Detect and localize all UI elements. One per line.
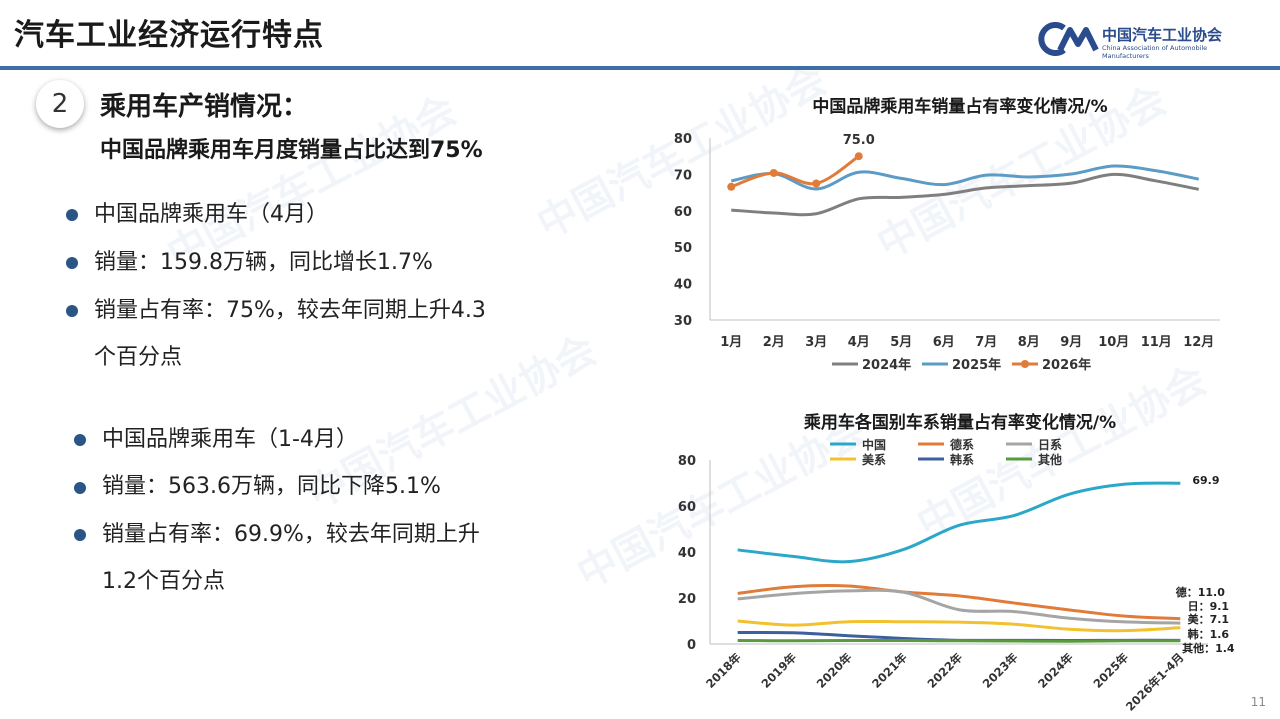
chart2-legend-label: 中国 <box>862 437 886 452</box>
bullet-dot <box>74 482 86 494</box>
chart2-x-tick-label: 2022年 <box>924 650 965 691</box>
chart2-y-tick-label: 20 <box>678 592 696 607</box>
chart2-legend-label: 其他 <box>1038 452 1062 467</box>
bullet-text: 销量占有率：75%，较去年同期上升4.3 <box>94 298 486 323</box>
logo-text-en: China Association of Automobile Manufact… <box>1102 44 1208 60</box>
page-number: 11 <box>1250 695 1266 709</box>
chart2-end-label: 69.9 <box>1192 474 1219 487</box>
header-divider <box>0 66 1280 70</box>
chart2-end-label: 美：7.1 <box>1188 612 1230 626</box>
chart1-y-tick-label: 80 <box>674 132 692 147</box>
chart2-end-label: 日：9.1 <box>1188 600 1230 613</box>
chart2-legend-label: 韩系 <box>950 452 974 467</box>
logo-text-cn: 中国汽车工业协会 <box>1102 26 1223 44</box>
bullet-text: 销量：159.8万辆，同比增长1.7% <box>94 250 433 275</box>
chart1-legend-marker <box>1021 360 1029 368</box>
chart2-series-line <box>737 619 1181 633</box>
chart1-legend-label: 2026年 <box>1042 357 1091 373</box>
chart2-legend-label: 德系 <box>950 437 974 452</box>
chart1-x-tick-label: 11月 <box>1141 335 1172 350</box>
section-number-badge: 2 <box>36 80 84 128</box>
bullet-dot <box>66 209 78 221</box>
bullet-dot <box>74 529 86 541</box>
chart1-x-tick-label: 1月 <box>720 335 742 350</box>
bullet-text: 销量：563.6万辆，同比下降5.1% <box>102 474 441 499</box>
chart2-x-tick-label: 2021年 <box>869 650 910 691</box>
chart1-x-tick-label: 7月 <box>975 335 997 350</box>
chart2-x-tick-label: 2024年 <box>1035 650 1076 691</box>
chart2-end-label: 韩：1.6 <box>1188 627 1230 641</box>
section-title: 乘用车产销情况： <box>100 92 309 122</box>
chart1-series-line <box>730 164 1200 191</box>
chart1-x-tick-label: 4月 <box>848 335 870 350</box>
chart2-y-tick-label: 0 <box>687 638 696 653</box>
bullet-text: 销量占有率：69.9%，较去年同期上升 <box>102 522 480 547</box>
chart1-data-point <box>727 182 736 191</box>
chart1-series-line <box>730 154 860 189</box>
chart1-x-tick-label: 9月 <box>1060 335 1082 350</box>
chart2-x-tick-label: 2019年 <box>758 650 799 691</box>
page-title: 汽车工业经济运行特点 <box>14 18 324 53</box>
caam-logo: 中国汽车工业协会 China Association of Automobile… <box>1036 22 1246 62</box>
chart1-x-tick-label: 8月 <box>1018 335 1040 350</box>
chart2-end-label: 其他：1.4 <box>1182 641 1235 655</box>
chart1-y-tick-label: 60 <box>674 205 692 220</box>
chart1-data-label: 75.0 <box>843 133 875 148</box>
chart1-x-tick-label: 12月 <box>1183 335 1214 350</box>
chart1-legend-label: 2025年 <box>952 357 1001 373</box>
bullet-dot <box>66 305 78 317</box>
bullet-text: 个百分点 <box>94 345 183 370</box>
chart2-series-line <box>737 588 1181 625</box>
chart2-title: 乘用车各国别车系销量占有率变化情况/% <box>803 413 1117 433</box>
chart2-series-line <box>737 584 1181 621</box>
chart2-series-line <box>737 481 1181 564</box>
chart1-x-tick-label: 2月 <box>763 335 785 350</box>
chart1-x-tick-label: 10月 <box>1098 335 1129 350</box>
chart1-legend-label: 2024年 <box>862 357 911 373</box>
chart1-line-chart: 30 40 50 60 70 80 1月 2月 3月 4月 5月 6月 7月 8月 9月 10月 11月 12月 7… <box>674 132 1220 373</box>
page-header: 汽车工业经济运行特点 中国汽车工业协会 China Association of… <box>0 0 1280 70</box>
chart1-x-tick-label: 3月 <box>805 335 827 350</box>
chart2-x-tick-label: 2025年 <box>1090 650 1131 691</box>
chart2-x-tick-label: 2020年 <box>814 650 855 691</box>
chart1-title: 中国品牌乘用车销量占有率变化情况/% <box>812 97 1108 117</box>
bullet-dot <box>66 257 78 269</box>
bullet-text: 1.2个百分点 <box>102 569 225 594</box>
bullet-text: 中国品牌乘用车（1-4月） <box>102 427 358 452</box>
chart2-legend-label: 美系 <box>862 452 886 467</box>
chart2-line-chart: 0 20 40 60 80 2018年 2019年 2020年 2021年 2022年 2023年 2… <box>678 437 1235 714</box>
chart1-y-tick-label: 40 <box>674 278 692 293</box>
bullet-text: 中国品牌乘用车（4月） <box>94 202 328 227</box>
section-subtitle: 中国品牌乘用车月度销量占比达到75% <box>100 138 483 163</box>
chart1-data-point <box>769 168 778 177</box>
chart1-y-tick-label: 30 <box>674 314 692 329</box>
chart2-end-label: 德：11.0 <box>1175 585 1225 599</box>
chart2-x-tick-label: 2018年 <box>703 650 744 691</box>
caam-logo-icon <box>1038 22 1099 56</box>
chart2-y-tick-label: 80 <box>678 454 696 469</box>
chart2-legend-label: 日系 <box>1038 437 1062 452</box>
chart2-y-tick-label: 40 <box>678 546 696 561</box>
chart1-y-tick-label: 50 <box>674 241 692 256</box>
bullet-dot <box>74 434 86 446</box>
chart1-x-tick-label: 5月 <box>890 335 912 350</box>
chart1-data-point <box>812 179 821 188</box>
chart1-series-line <box>731 172 1200 217</box>
chart1-data-point <box>854 152 863 161</box>
chart2-series-line <box>737 639 1181 643</box>
chart1-y-tick-label: 70 <box>674 168 692 183</box>
chart2-y-tick-label: 60 <box>678 500 696 515</box>
chart1-x-tick-label: 6月 <box>933 335 955 350</box>
chart2-x-tick-label: 2026年1-4月 <box>1123 650 1186 713</box>
chart2-x-tick-label: 2023年 <box>980 650 1021 691</box>
